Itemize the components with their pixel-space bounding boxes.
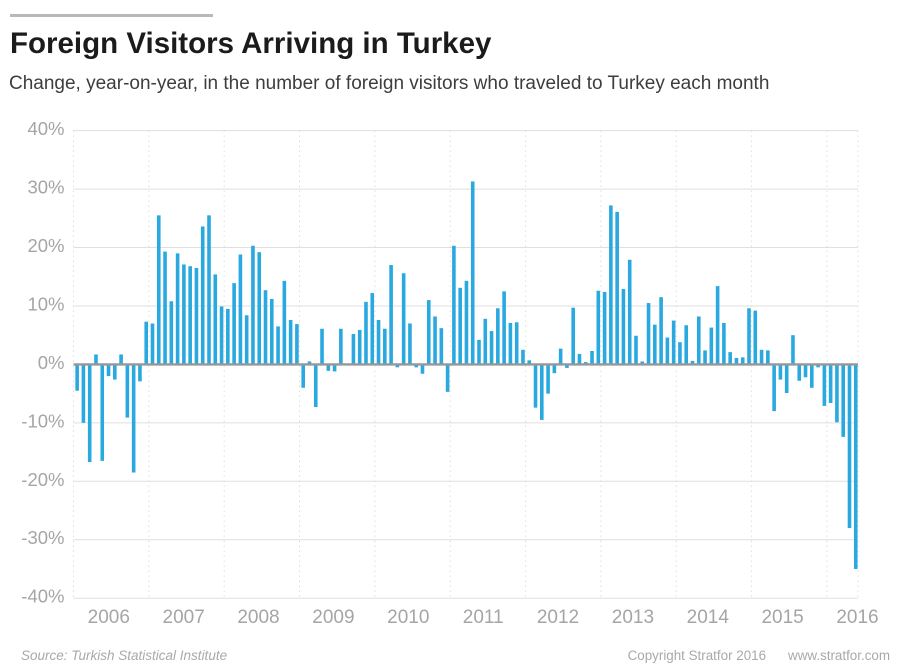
- svg-text:2014: 2014: [687, 607, 730, 628]
- svg-text:20%: 20%: [27, 235, 64, 256]
- svg-text:2013: 2013: [612, 607, 654, 628]
- svg-text:-30%: -30%: [21, 527, 64, 548]
- svg-text:2009: 2009: [312, 607, 354, 628]
- svg-text:-10%: -10%: [21, 410, 64, 431]
- svg-text:2016: 2016: [836, 607, 878, 628]
- svg-text:2010: 2010: [387, 607, 429, 628]
- svg-text:30%: 30%: [27, 177, 64, 198]
- svg-text:10%: 10%: [27, 294, 64, 315]
- svg-text:40%: 40%: [27, 118, 64, 139]
- svg-text:2011: 2011: [463, 607, 504, 628]
- svg-text:2006: 2006: [88, 607, 130, 628]
- svg-text:-40%: -40%: [21, 586, 64, 607]
- svg-text:-20%: -20%: [21, 469, 64, 490]
- svg-text:0%: 0%: [38, 352, 65, 373]
- svg-text:2012: 2012: [537, 607, 579, 628]
- svg-text:2008: 2008: [237, 607, 279, 628]
- svg-text:2015: 2015: [761, 607, 803, 628]
- svg-text:2007: 2007: [163, 607, 205, 628]
